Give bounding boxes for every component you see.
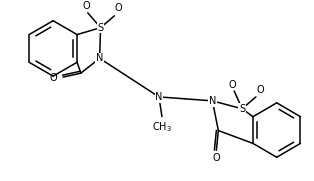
- Text: O: O: [115, 3, 122, 13]
- Text: S: S: [98, 23, 104, 33]
- Text: CH$_3$: CH$_3$: [152, 121, 172, 134]
- Text: N: N: [209, 96, 216, 106]
- Text: O: O: [49, 73, 57, 83]
- Text: O: O: [256, 85, 264, 95]
- Text: O: O: [213, 153, 220, 163]
- Text: O: O: [83, 1, 90, 11]
- Text: N: N: [96, 53, 103, 63]
- Text: S: S: [239, 104, 245, 114]
- Text: O: O: [228, 80, 236, 90]
- Text: N: N: [155, 92, 163, 102]
